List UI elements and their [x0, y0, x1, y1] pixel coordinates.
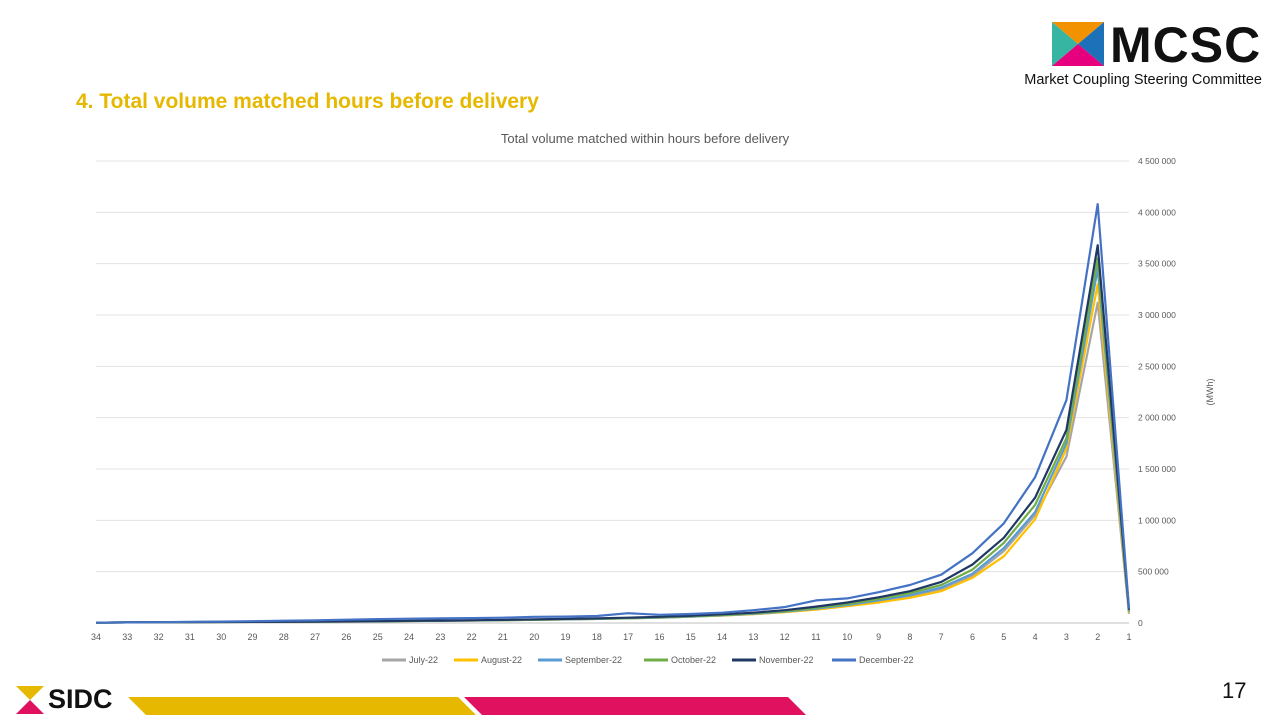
x-tick-label: 22 [467, 632, 477, 642]
footer-stripes [128, 697, 806, 715]
x-tick-label: 7 [939, 632, 944, 642]
legend-label: September-22 [565, 655, 622, 665]
slide-title: 4. Total volume matched hours before del… [76, 90, 539, 113]
legend-label: December-22 [859, 655, 914, 665]
x-tick-label: 20 [529, 632, 539, 642]
x-tick-label: 8 [907, 632, 912, 642]
y-tick-label: 4 000 000 [1138, 207, 1176, 217]
x-tick-label: 21 [498, 632, 508, 642]
x-tick-label: 9 [876, 632, 881, 642]
line-chart: Total volume matched within hours before… [91, 131, 1215, 665]
x-tick-label: 6 [970, 632, 975, 642]
y-tick-label: 500 000 [1138, 567, 1169, 577]
y-tick-label: 2 000 000 [1138, 413, 1176, 423]
series-line-december-22 [95, 203, 1131, 624]
x-tick-label: 14 [717, 632, 727, 642]
sidc-logo: SIDC [14, 682, 124, 716]
y-tick-label: 3 000 000 [1138, 310, 1176, 320]
mcsc-logo-text: MCSC [1110, 17, 1262, 73]
x-tick-label: 33 [122, 632, 132, 642]
x-tick-label: 4 [1033, 632, 1038, 642]
mcsc-logo-icon [1052, 22, 1104, 66]
sidc-logo-icon [16, 686, 44, 714]
x-tick-label: 32 [154, 632, 164, 642]
series-line-october-22 [95, 257, 1131, 624]
x-tick-label: 29 [248, 632, 258, 642]
x-tick-label: 10 [842, 632, 852, 642]
x-tick-label: 25 [373, 632, 383, 642]
y-tick-label: 0 [1138, 618, 1143, 628]
y-tick-label: 3 500 000 [1138, 259, 1176, 269]
chart-title: Total volume matched within hours before… [501, 131, 790, 146]
x-tick-label: 30 [216, 632, 226, 642]
x-tick-label: 24 [404, 632, 414, 642]
y-tick-label: 1 000 000 [1138, 515, 1176, 525]
chart-legend: July-22 August-22 September-22 October-22 No… [382, 655, 914, 665]
x-tick-label: 27 [310, 632, 320, 642]
legend-label: August-22 [481, 655, 522, 665]
x-tick-label: 16 [654, 632, 664, 642]
x-tick-label: 5 [1001, 632, 1006, 642]
mcsc-logo: MCSC Market Coupling Steering Committee [1024, 17, 1264, 92]
yellow-stripe [128, 697, 476, 715]
x-tick-label: 3 [1064, 632, 1069, 642]
x-tick-label: 1 [1126, 632, 1131, 642]
pink-stripe [464, 697, 806, 715]
legend-label: November-22 [759, 655, 814, 665]
x-tick-label: 2 [1095, 632, 1100, 642]
y-tick-label: 4 500 000 [1138, 156, 1176, 166]
y-axis: 0 500 000 1 000 000 1 500 000 2 000 000 2 500… [1138, 156, 1176, 628]
x-tick-label: 15 [686, 632, 696, 642]
x-tick-label: 31 [185, 632, 195, 642]
x-tick-label: 13 [748, 632, 758, 642]
legend-label: July-22 [409, 655, 438, 665]
series-line-july-22 [95, 301, 1131, 624]
x-tick-label: 19 [561, 632, 571, 642]
series-lines [95, 203, 1131, 624]
x-axis: 34 33 32 31 30 29 28 27 26 25 24 23 22 21 20 19 18 17 16 15… [91, 632, 1132, 642]
chart-grid [96, 160, 1129, 624]
y-tick-label: 1 500 000 [1138, 464, 1176, 474]
y-tick-label: 2 500 000 [1138, 361, 1176, 371]
series-line-november-22 [95, 244, 1131, 624]
page-number: 17 [1222, 678, 1247, 703]
legend-label: October-22 [671, 655, 716, 665]
x-tick-label: 18 [592, 632, 602, 642]
x-tick-label: 23 [435, 632, 445, 642]
y-axis-label: (MWh) [1205, 379, 1215, 406]
x-tick-label: 34 [91, 632, 101, 642]
sidc-logo-text: SIDC [48, 684, 113, 714]
x-tick-label: 11 [811, 632, 820, 642]
x-tick-label: 28 [279, 632, 289, 642]
mcsc-subtitle: Market Coupling Steering Committee [1024, 72, 1262, 88]
x-tick-label: 12 [780, 632, 790, 642]
x-tick-label: 26 [341, 632, 351, 642]
x-tick-label: 17 [623, 632, 633, 642]
